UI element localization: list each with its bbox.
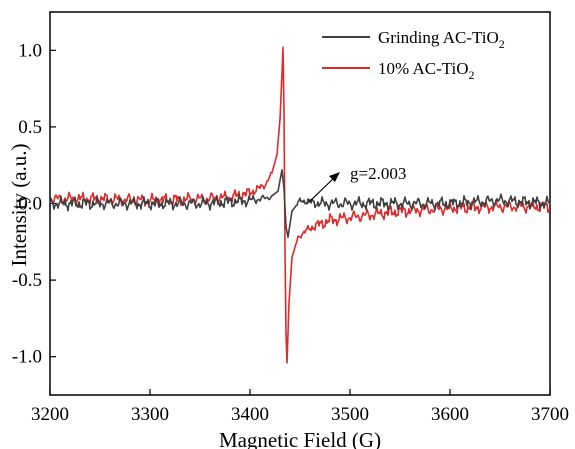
x-axis-title: Magnetic Field (G) [219,428,381,449]
annotation-arrowhead [329,172,340,182]
series-line-0 [49,169,551,238]
x-tick-label-4: 3600 [431,404,469,425]
y-tick-label-2: 0.0 [18,194,42,215]
annotation-label: g=2.003 [350,164,406,183]
x-tick-label-3: 3500 [331,404,369,425]
x-tick-label-1: 3300 [131,404,169,425]
y-tick-label-1: 0.5 [18,117,42,138]
legend-label-10pct: 10% AC-TiO2 [378,59,475,82]
x-tick-label-0: 3200 [31,404,69,425]
annotation-arrow [307,175,337,204]
y-tick-label-4: -1.0 [12,347,42,368]
y-axis: 1.0 0.5 0.0 -0.5 -1.0 [12,40,56,368]
x-axis: 3200 3300 3400 3500 3600 3700 [31,389,569,425]
annotation: g=2.003 [307,164,406,204]
series-layer [49,46,551,364]
legend-label-grinding: Grinding AC-TiO2 [378,28,505,51]
y-tick-label-3: -0.5 [12,270,42,291]
series-line-1 [49,46,551,364]
x-tick-label-5: 3700 [531,404,569,425]
y-tick-label-0: 1.0 [18,40,42,61]
legend: Grinding AC-TiO2 10% AC-TiO2 [322,28,505,82]
y-axis-title: Intensity (a.u.) [7,143,31,266]
x-tick-label-2: 3400 [231,404,269,425]
